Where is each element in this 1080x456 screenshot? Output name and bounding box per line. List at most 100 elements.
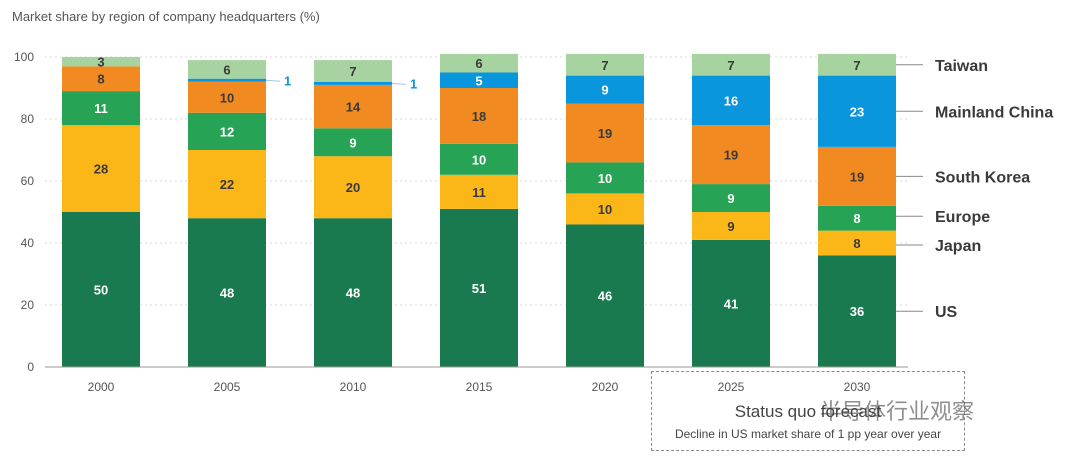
bar-segment — [314, 128, 392, 157]
segment-label: 9 — [601, 83, 608, 98]
y-tick-label: 40 — [21, 236, 35, 250]
segment-label: 18 — [472, 109, 486, 124]
segment-label: 9 — [349, 135, 356, 150]
bar-segment — [314, 81, 392, 85]
segment-label: 1 — [410, 76, 417, 91]
bar-segment — [62, 125, 140, 212]
segment-label: 48 — [220, 286, 234, 301]
bar-segment — [818, 230, 896, 256]
segment-label: 28 — [94, 162, 108, 177]
segment-label: 11 — [94, 101, 108, 116]
segment-label: 36 — [850, 304, 864, 319]
forecast-title: Status quo forecast — [734, 402, 882, 421]
segment-label: 10 — [472, 152, 486, 167]
bar-segment — [566, 75, 644, 104]
x-tick-label: 2010 — [340, 380, 367, 394]
bar-segment — [188, 150, 266, 219]
legend-label: South Korea — [935, 169, 1030, 186]
bars — [62, 53, 896, 367]
segment-label: 22 — [220, 177, 234, 192]
segment-label: 11 — [472, 185, 486, 200]
legend-label: Mainland China — [935, 104, 1053, 121]
legend-label: Europe — [935, 209, 990, 226]
bar-segment — [440, 72, 518, 88]
bar-segment — [314, 156, 392, 219]
segment-label: 12 — [220, 124, 234, 139]
segment-label: 9 — [727, 191, 734, 206]
bar-segment — [188, 218, 266, 367]
bar-segment — [440, 174, 518, 209]
segment-label: 6 — [223, 62, 230, 77]
segment-label: 6 — [475, 56, 482, 71]
segment-label: 16 — [724, 93, 738, 108]
bar-segment — [440, 208, 518, 367]
legend-label: Taiwan — [935, 58, 988, 75]
bar-segment — [818, 205, 896, 231]
bar-segment — [188, 60, 266, 79]
segment-label: 10 — [598, 171, 612, 186]
segment-label: 5 — [475, 73, 482, 88]
segment-label: 7 — [727, 58, 734, 73]
chart-title: Market share by region of company headqu… — [12, 9, 320, 24]
callout-line — [265, 79, 281, 82]
segment-labels: 5028118348221210164820914175111101856461… — [94, 55, 864, 320]
legend-label: Japan — [935, 238, 981, 255]
bar-segment — [62, 91, 140, 126]
bar-segment — [566, 53, 644, 76]
bar-segment — [566, 103, 644, 163]
y-tick-label: 60 — [21, 174, 35, 188]
forecast-box: Status quo forecast Decline in US market… — [651, 371, 965, 451]
x-tick-label: 2000 — [88, 380, 115, 394]
bar-segment — [440, 143, 518, 175]
forecast-subtitle: Decline in US market share of 1 pp year … — [674, 427, 942, 441]
segment-label: 46 — [598, 289, 612, 304]
legend-label: US — [935, 304, 958, 321]
segment-label: 7 — [601, 58, 608, 73]
bar-segment — [440, 88, 518, 144]
x-tick-label: 2015 — [466, 380, 493, 394]
segment-label: 10 — [598, 202, 612, 217]
callout-line — [391, 82, 407, 85]
segment-label: 19 — [850, 169, 864, 184]
bar-segment — [818, 255, 896, 367]
bar-segment — [188, 112, 266, 150]
bar-segment — [818, 75, 896, 147]
segment-label: 41 — [724, 296, 738, 311]
segment-label: 19 — [598, 126, 612, 141]
watermark: 半导体行业观察 — [820, 399, 975, 424]
segment-label: 8 — [853, 236, 860, 251]
segment-label: 10 — [220, 90, 234, 105]
x-tick-label: 2025 — [718, 380, 745, 394]
segment-label: 3 — [97, 55, 104, 70]
segment-label: 7 — [853, 58, 860, 73]
segment-label: 9 — [727, 219, 734, 234]
segment-label: 51 — [472, 281, 486, 296]
bar-segment — [314, 84, 392, 129]
segment-label: 50 — [94, 283, 108, 298]
bar-segment — [566, 224, 644, 367]
segment-label: 14 — [346, 100, 361, 115]
y-tick-label: 20 — [21, 298, 35, 312]
segment-label: 19 — [724, 148, 738, 163]
bar-segment — [692, 125, 770, 185]
bar-segment — [692, 75, 770, 126]
bar-segment — [62, 57, 140, 67]
bar-segment — [692, 184, 770, 212]
y-tick-label: 100 — [14, 50, 34, 64]
bar-segment — [314, 218, 392, 367]
bar-segment — [692, 239, 770, 367]
bar-segment — [440, 53, 518, 73]
segment-label: 48 — [346, 286, 360, 301]
segment-label: 7 — [349, 64, 356, 79]
bar-segment — [188, 81, 266, 113]
segment-label: 1 — [284, 73, 291, 88]
y-tick-label: 0 — [27, 360, 34, 374]
bar-segment — [188, 78, 266, 82]
bar-segment — [566, 193, 644, 225]
segment-label: 23 — [850, 104, 864, 119]
y-tick-label: 80 — [21, 112, 35, 126]
bar-segment — [692, 212, 770, 240]
bar-segment — [818, 146, 896, 206]
